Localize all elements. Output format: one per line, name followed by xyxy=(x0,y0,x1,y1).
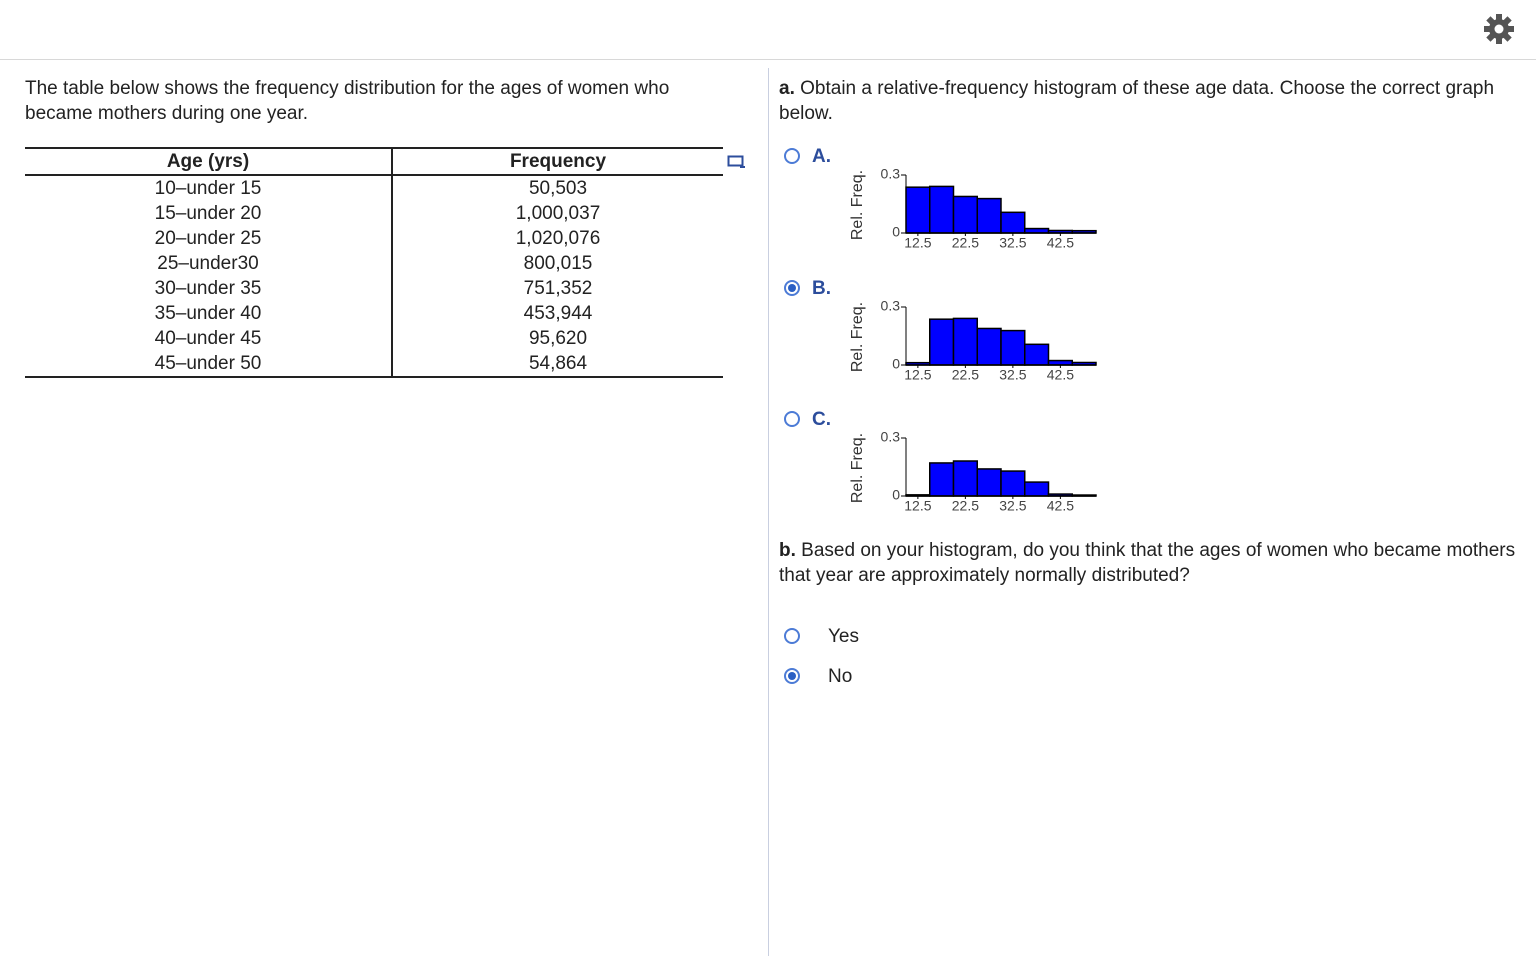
table-cell: 751,352 xyxy=(523,278,593,299)
y-tick-label: 0 xyxy=(892,356,900,372)
copy-icon[interactable] xyxy=(727,153,747,169)
table-row: 20–under 25 1,020,076 xyxy=(25,226,723,251)
bar xyxy=(1024,481,1050,497)
radio-button[interactable] xyxy=(784,668,800,684)
y-tick-label: 0 xyxy=(892,224,900,240)
table-cell: 25–under30 xyxy=(25,251,393,276)
question-text: Based on your histogram, do you think th… xyxy=(779,540,1516,586)
table-cell: 45–under 50 xyxy=(25,351,393,378)
table-cell: 95,620 xyxy=(528,328,588,349)
answer-label: Yes xyxy=(828,626,859,647)
x-tick-label: 42.5 xyxy=(1047,498,1074,514)
table-cell: 50,503 xyxy=(528,178,588,199)
x-tick-label: 12.5 xyxy=(904,498,931,514)
answer-label: No xyxy=(828,666,853,687)
question-label: a. xyxy=(779,78,795,99)
radio-button[interactable] xyxy=(784,411,800,427)
bar xyxy=(952,195,978,234)
x-tick-label: 22.5 xyxy=(952,498,979,514)
y-tick-label: 0.3 xyxy=(881,298,901,314)
table-cell: 30–under 35 xyxy=(25,276,393,301)
table-row: 40–under 45 95,620 xyxy=(25,326,723,351)
table-row: 25–under30 800,015 xyxy=(25,251,723,276)
bar xyxy=(952,317,978,366)
option-label: B. xyxy=(812,278,831,299)
radio-button[interactable] xyxy=(784,148,800,164)
table-cell: 15–under 20 xyxy=(25,201,393,226)
table-cell: 10–under 15 xyxy=(25,175,393,201)
x-tick-label: 22.5 xyxy=(952,235,979,251)
histogram: Rel. Freq. 0 0.3 12.5 22.5 32.5 42.5 xyxy=(849,166,1097,251)
header-row: Age (yrs) Frequency xyxy=(25,147,723,176)
x-tick-label: 42.5 xyxy=(1047,367,1074,383)
bar xyxy=(1000,329,1026,366)
x-tick-label: 12.5 xyxy=(904,367,931,383)
table-cell: 40–under 45 xyxy=(25,326,393,351)
y-tick-label: 0.3 xyxy=(881,429,901,445)
x-tick-label: 12.5 xyxy=(904,235,931,251)
table-row: 15–under 20 1,000,037 xyxy=(25,201,723,226)
option-label: A. xyxy=(812,146,831,167)
x-tick-label: 42.5 xyxy=(1047,235,1074,251)
intro-text: The table below shows the frequency dist… xyxy=(25,78,670,124)
bar xyxy=(929,318,955,366)
table-body: 10–under 15 50,503 15–under 20 1,000,037 20–… xyxy=(25,175,723,378)
bar xyxy=(1024,343,1050,366)
question-a: a. Obtain a relative-frequency histogram… xyxy=(779,76,1519,126)
x-tick-label: 32.5 xyxy=(999,235,1026,251)
settings-icon[interactable] xyxy=(1482,12,1516,46)
y-axis-label: Rel. Freq. xyxy=(849,302,866,372)
bar xyxy=(976,327,1002,366)
question-label: b. xyxy=(779,540,796,561)
table-cell: 1,020,076 xyxy=(515,228,601,249)
table-cell: 20–under 25 xyxy=(25,226,393,251)
y-axis-label: Rel. Freq. xyxy=(849,170,866,240)
bar xyxy=(1000,211,1026,234)
option-label: C. xyxy=(812,409,831,430)
header-cell: Age (yrs) xyxy=(25,147,393,176)
table-cell: 54,864 xyxy=(392,351,723,378)
question-text: Obtain a relative-frequency histogram of… xyxy=(779,78,1495,124)
frequency-table: Age (yrs) Frequency 10–under 15 50,503 15–… xyxy=(25,147,723,378)
top-bar xyxy=(0,0,1536,60)
histogram: Rel. Freq. 0 0.3 12.5 22.5 32.5 42.5 xyxy=(849,429,1097,514)
bar xyxy=(929,185,955,234)
header-cell: Frequency xyxy=(392,147,723,176)
table-cell: 35–under 40 xyxy=(25,301,393,326)
bar xyxy=(929,462,955,497)
y-axis-label: Rel. Freq. xyxy=(849,433,866,503)
table-row: 35–under 40 453,944 xyxy=(25,301,723,326)
table-row: 10–under 15 50,503 xyxy=(25,175,723,201)
table-row: 30–under 35 751,352 xyxy=(25,276,723,301)
x-tick-label: 32.5 xyxy=(999,367,1026,383)
y-tick-label: 0.3 xyxy=(881,166,901,182)
bar xyxy=(976,197,1002,234)
radio-button[interactable] xyxy=(784,628,800,644)
bar xyxy=(905,186,931,234)
bar xyxy=(952,460,978,497)
histogram: Rel. Freq. 0 0.3 12.5 22.5 32.5 42.5 xyxy=(849,298,1097,383)
x-tick-label: 32.5 xyxy=(999,498,1026,514)
x-tick-label: 22.5 xyxy=(952,367,979,383)
y-tick-label: 0 xyxy=(892,487,900,503)
bar xyxy=(976,468,1002,497)
table-cell: 1,000,037 xyxy=(515,203,601,224)
table-cell: 800,015 xyxy=(523,253,593,274)
question-b: b. Based on your histogram, do you think… xyxy=(779,538,1519,588)
table-row: 45–under 50 54,864 xyxy=(25,351,723,378)
divider xyxy=(768,68,769,956)
table-cell: 453,944 xyxy=(523,303,593,324)
bar xyxy=(1000,470,1026,497)
radio-button[interactable] xyxy=(784,280,800,296)
